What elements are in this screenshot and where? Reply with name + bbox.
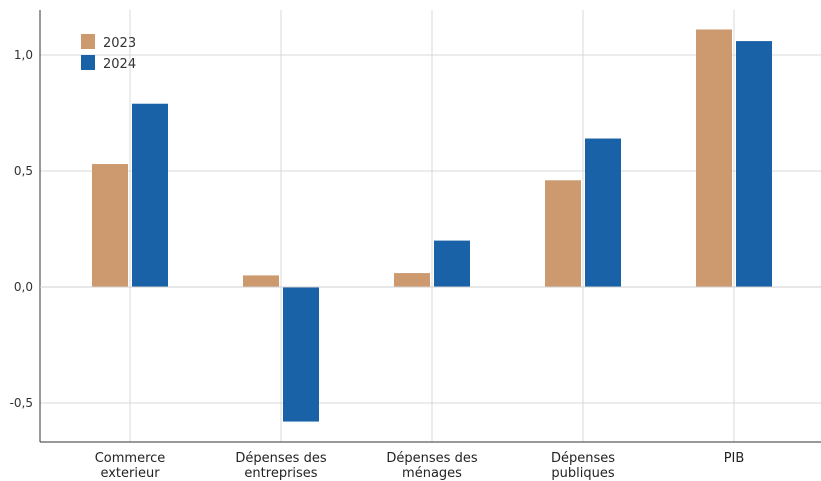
category-label-line: publiques: [551, 466, 614, 481]
category-label-line: PIB: [724, 451, 745, 466]
y-tick-label: 1,0: [14, 48, 33, 62]
bar-2024-2: [283, 287, 319, 422]
axes: [39, 10, 821, 443]
legend-label-2024: 2024: [103, 57, 136, 72]
category-label-line: Dépenses des: [386, 451, 477, 466]
y-tick-labels: 1,0 0,5 0,0 -0,5: [10, 48, 33, 410]
legend-label-2023: 2023: [103, 36, 136, 51]
legend-swatch-2024: [81, 55, 95, 70]
category-label-line: ménages: [402, 466, 462, 481]
bar-2023-3: [394, 273, 430, 287]
bar-2024-4: [585, 138, 621, 287]
category-label-line: exterieur: [100, 466, 160, 481]
category-label-3: Dépenses des ménages: [386, 451, 477, 481]
category-label-line: entreprises: [244, 466, 317, 481]
y-tick-label: 0,5: [14, 164, 33, 178]
bar-2024-5: [736, 41, 772, 287]
category-label-5: PIB: [724, 451, 745, 466]
category-label-4: Dépenses publiques: [551, 451, 615, 481]
legend: 2023 2024: [81, 34, 136, 72]
y-tick-label: -0,5: [10, 396, 33, 410]
bars: [92, 29, 772, 422]
legend-swatch-2023: [81, 34, 95, 49]
category-label-line: Dépenses des: [235, 451, 326, 466]
bar-2023-1: [92, 164, 128, 287]
y-tick-label: 0,0: [14, 280, 33, 294]
bar-2024-3: [434, 240, 470, 287]
category-label-1: Commerce exterieur: [95, 451, 166, 481]
bar-2023-5: [696, 29, 732, 287]
category-label-line: Dépenses: [551, 451, 615, 466]
bar-2023-4: [545, 180, 581, 287]
bar-2023-2: [243, 275, 279, 287]
bar-2024-1: [132, 103, 168, 287]
category-label-line: Commerce: [95, 451, 166, 466]
category-label-2: Dépenses des entreprises: [235, 451, 326, 481]
